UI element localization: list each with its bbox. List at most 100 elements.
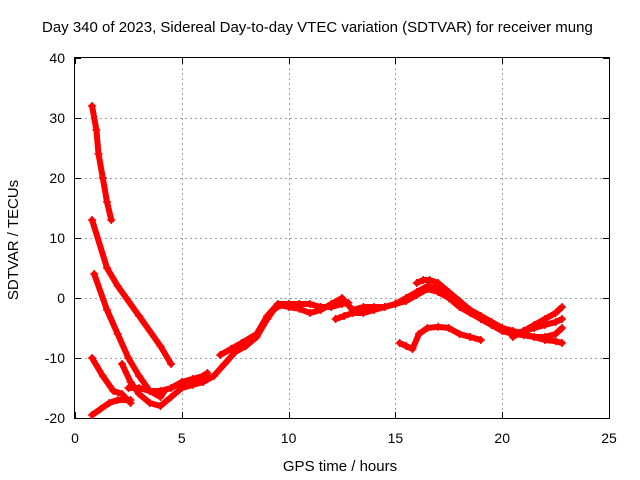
data-point — [558, 324, 567, 332]
data-point — [558, 303, 567, 311]
data-point — [558, 339, 567, 347]
data-point — [551, 318, 560, 326]
data-point — [395, 339, 404, 347]
data-point — [498, 324, 507, 332]
grid-lines — [75, 58, 609, 418]
data-point — [530, 324, 539, 332]
data-point — [167, 360, 176, 368]
series-line-s10 — [396, 323, 484, 352]
data-point — [237, 339, 246, 347]
data-point — [188, 375, 197, 383]
data-point — [113, 282, 122, 290]
data-point — [284, 300, 293, 308]
data-point — [380, 303, 389, 311]
data-point — [113, 330, 122, 338]
series-line-s2 — [89, 217, 175, 367]
y-tick-label: -20 — [45, 410, 65, 426]
data-point — [348, 309, 357, 317]
series-group — [88, 102, 567, 419]
y-tick-label: -10 — [45, 350, 65, 366]
data-point — [530, 333, 539, 341]
data-point — [156, 402, 165, 410]
data-point — [90, 270, 99, 278]
series-line-s1 — [89, 103, 115, 223]
data-point — [412, 279, 421, 287]
data-point — [551, 337, 560, 346]
chart-title: Day 340 of 2023, Sidereal Day-to-day VTE… — [42, 19, 593, 36]
series-line-s11 — [413, 277, 565, 340]
y-tick-label: 30 — [49, 110, 65, 126]
data-point — [105, 399, 114, 407]
x-axis-label: GPS time / hours — [283, 458, 397, 475]
data-point — [203, 369, 212, 377]
data-point — [113, 396, 122, 404]
data-point — [103, 264, 112, 272]
data-point — [487, 318, 496, 326]
data-point — [444, 288, 453, 296]
data-point — [423, 324, 432, 332]
data-point — [444, 324, 453, 332]
data-point — [408, 345, 417, 353]
data-point — [540, 333, 549, 341]
x-tick-label: 25 — [601, 430, 617, 446]
data-point — [117, 360, 126, 368]
data-point — [402, 342, 411, 350]
data-point — [466, 306, 475, 314]
data-point — [434, 322, 443, 331]
data-point — [226, 345, 235, 353]
data-point — [273, 300, 282, 308]
data-point — [327, 303, 336, 311]
y-tick-label: 10 — [49, 230, 65, 246]
data-point — [558, 315, 567, 323]
x-tick-label: 0 — [71, 430, 79, 446]
data-point — [466, 333, 475, 341]
data-point — [88, 411, 97, 419]
data-point — [508, 330, 517, 338]
data-point — [109, 387, 118, 395]
data-point — [519, 327, 528, 335]
series-line-s8 — [217, 299, 352, 358]
data-point — [126, 378, 135, 386]
data-point — [476, 312, 485, 320]
y-tick-label: 0 — [57, 290, 65, 306]
data-point — [338, 300, 346, 308]
data-point — [167, 393, 176, 401]
data-point — [135, 372, 144, 380]
data-point — [551, 309, 560, 317]
data-point — [425, 276, 434, 284]
data-point — [156, 387, 165, 395]
data-point — [359, 309, 368, 317]
data-point — [124, 384, 133, 392]
data-point — [177, 378, 186, 386]
y-axis-label: SDTVAR / TECUs — [5, 180, 22, 300]
y-tick-label: 20 — [49, 170, 65, 186]
data-point — [263, 312, 272, 320]
y-tick-label: 40 — [49, 50, 65, 66]
series-line-s3 — [91, 271, 168, 400]
data-point — [96, 405, 105, 413]
x-tick-label: 10 — [281, 430, 297, 446]
x-tick-label: 5 — [178, 430, 186, 446]
data-point — [88, 216, 97, 224]
data-point — [434, 279, 443, 287]
data-point — [252, 330, 261, 338]
data-point — [216, 351, 225, 359]
data-point — [145, 399, 154, 407]
data-point — [167, 384, 176, 392]
data-point — [344, 298, 353, 307]
data-point — [107, 216, 116, 224]
data-point — [476, 336, 485, 344]
data-point — [124, 354, 133, 362]
y-tick-labels: -20 -10 0 10 20 30 40 — [45, 50, 65, 426]
data-point — [103, 198, 112, 206]
data-point — [98, 174, 107, 182]
data-point — [455, 297, 464, 305]
data-point — [370, 306, 379, 314]
data-point — [88, 354, 97, 362]
data-point — [88, 102, 97, 110]
data-point — [199, 372, 208, 380]
plot-frame — [74, 57, 610, 419]
data-point — [94, 150, 103, 158]
axis-ticks — [75, 58, 610, 419]
